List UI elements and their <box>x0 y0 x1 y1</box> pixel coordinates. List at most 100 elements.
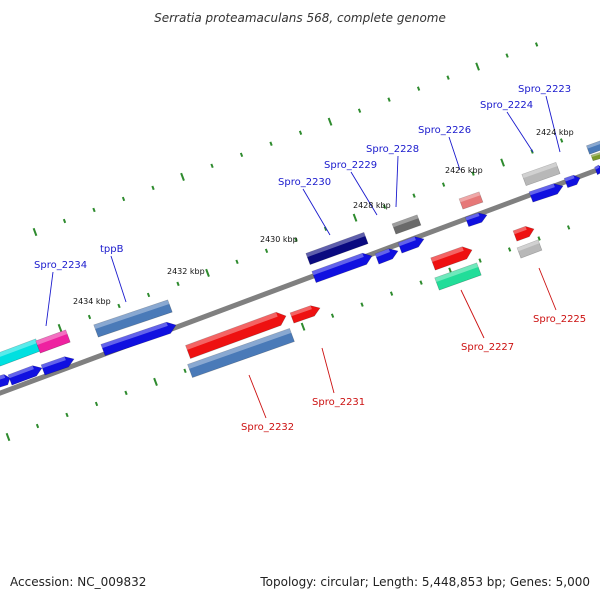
cds-blue-1[interactable] <box>0 374 11 388</box>
gene-label-spro-2234[interactable]: Spro_2234 <box>34 260 87 271</box>
tick-mark-48 <box>327 117 333 126</box>
cds-2230[interactable] <box>311 252 373 284</box>
gene-spro-2231[interactable] <box>289 305 321 324</box>
cds-edge[interactable] <box>594 164 600 176</box>
connector-spro-2224 <box>506 111 534 153</box>
tick-mark-51 <box>416 86 421 91</box>
connector-spro-2230 <box>302 188 331 236</box>
gene-label-spro-2226[interactable]: Spro_2226 <box>418 125 471 136</box>
connector-spro-2226 <box>448 136 461 171</box>
genome-summary-text: Topology: circular; Length: 5,448,853 bp… <box>259 575 590 589</box>
tick-mark-21 <box>94 401 99 407</box>
tick-mark-13 <box>441 182 446 187</box>
tick-mark-18 <box>5 432 11 442</box>
scale-labels: 2424 kbp 2426 kbp 2428 kbp 2430 kbp 2432… <box>73 128 574 306</box>
tick-mark-28 <box>300 322 306 331</box>
tick-mark-55 <box>534 42 539 47</box>
gene-spro-2226[interactable] <box>458 191 484 210</box>
tick-mark-1 <box>87 314 92 320</box>
tick-mark-36 <box>537 236 541 241</box>
cds-2223[interactable] <box>563 174 581 189</box>
cds-blue-2[interactable] <box>7 365 43 386</box>
tick-mark-15 <box>500 158 505 167</box>
accession-text: Accession: NC_009832 <box>10 575 146 589</box>
tick-mark-32 <box>419 280 423 285</box>
tick-marks <box>5 42 571 442</box>
tick-mark-0 <box>57 323 63 333</box>
connector-spro-2229 <box>350 171 378 216</box>
gene-labels-bottom: Spro_2225 Spro_2227 Spro_2231 Spro_2232 <box>241 314 586 433</box>
gene-spro-2224[interactable] <box>521 161 561 187</box>
genome-backbone <box>0 166 600 396</box>
tick-mark-30 <box>360 302 364 307</box>
gene-label-spro-2227[interactable]: Spro_2227 <box>461 342 514 353</box>
tick-mark-10 <box>352 213 358 222</box>
gene-label-tppb[interactable]: tppB <box>100 244 124 255</box>
gene-label-spro-2224[interactable]: Spro_2224 <box>480 100 533 111</box>
gene-label-spro-2228[interactable]: Spro_2228 <box>366 144 419 155</box>
gene-labels-top: Spro_2223 Spro_2224 Spro_2226 Spro_2228 … <box>34 84 571 271</box>
scale-label-2432: 2432 kbp <box>167 267 205 276</box>
tick-mark-12 <box>412 193 416 198</box>
gene-label-spro-2223[interactable]: Spro_2223 <box>518 84 571 95</box>
gene-spro-2234-b[interactable] <box>35 329 71 354</box>
cds-2226[interactable] <box>464 212 488 228</box>
scale-label-2430: 2430 kbp <box>260 235 298 244</box>
tick-mark-38 <box>32 227 38 237</box>
tick-mark-44 <box>210 163 214 169</box>
gene-spro-2223-b[interactable] <box>590 152 600 162</box>
tick-mark-11 <box>382 204 387 209</box>
gene-spro-2225-b[interactable] <box>516 239 543 259</box>
gene-label-spro-2229[interactable]: Spro_2229 <box>324 160 377 171</box>
tick-mark-20 <box>65 412 69 418</box>
gene-label-spro-2231[interactable]: Spro_2231 <box>312 397 365 408</box>
tick-mark-5 <box>205 268 210 277</box>
connector-spro-2232 <box>248 374 267 419</box>
gene-spro-2225[interactable] <box>512 226 535 242</box>
tick-mark-14 <box>471 171 475 176</box>
tick-mark-50 <box>387 97 391 102</box>
gene-label-spro-2225[interactable]: Spro_2225 <box>533 314 586 325</box>
gene-label-spro-2232[interactable]: Spro_2232 <box>241 422 294 433</box>
tick-mark-40 <box>92 207 96 213</box>
gene-spro-2232[interactable] <box>185 311 287 359</box>
cds-2229[interactable] <box>374 248 399 265</box>
tick-mark-42 <box>151 185 155 191</box>
tick-mark-45 <box>239 152 244 158</box>
tick-mark-23 <box>153 377 158 386</box>
connector-spro-2223 <box>545 95 561 153</box>
connector-spro-2234 <box>45 271 54 327</box>
tick-mark-52 <box>446 75 450 80</box>
gene-spro-2230[interactable] <box>305 231 369 266</box>
cds-tppb[interactable] <box>100 321 177 356</box>
tick-mark-37 <box>566 225 571 230</box>
tick-mark-24 <box>183 368 187 374</box>
gene-spro-2234[interactable] <box>0 338 41 367</box>
gene-tppb[interactable] <box>93 299 173 338</box>
tick-mark-31 <box>389 291 394 296</box>
connector-spro-2231 <box>321 347 335 394</box>
gene-spro-2228[interactable] <box>391 214 422 235</box>
gene-spro-2223[interactable] <box>586 140 600 155</box>
gene-label-spro-2230[interactable]: Spro_2230 <box>278 177 331 188</box>
gene-spro-2232-b[interactable] <box>187 328 295 378</box>
tick-mark-17 <box>559 138 564 143</box>
tick-mark-4 <box>176 281 180 287</box>
cds-blue-3[interactable] <box>40 356 75 376</box>
tick-mark-22 <box>124 390 128 396</box>
cds-2228[interactable] <box>397 236 425 254</box>
scale-label-2424: 2424 kbp <box>536 128 574 137</box>
tick-mark-29 <box>330 313 335 318</box>
tick-mark-47 <box>298 130 303 135</box>
connector-spro-2228 <box>395 155 399 208</box>
gene-spro-2227[interactable] <box>430 246 473 271</box>
tick-mark-53 <box>475 62 480 71</box>
gene-spro-2227-b[interactable] <box>434 262 482 291</box>
label-connectors <box>45 95 561 419</box>
tick-mark-2 <box>117 303 121 309</box>
tick-mark-43 <box>180 172 185 181</box>
tick-mark-6 <box>235 259 239 265</box>
cds-2224[interactable] <box>528 183 564 203</box>
scale-label-2428: 2428 kbp <box>353 201 391 210</box>
